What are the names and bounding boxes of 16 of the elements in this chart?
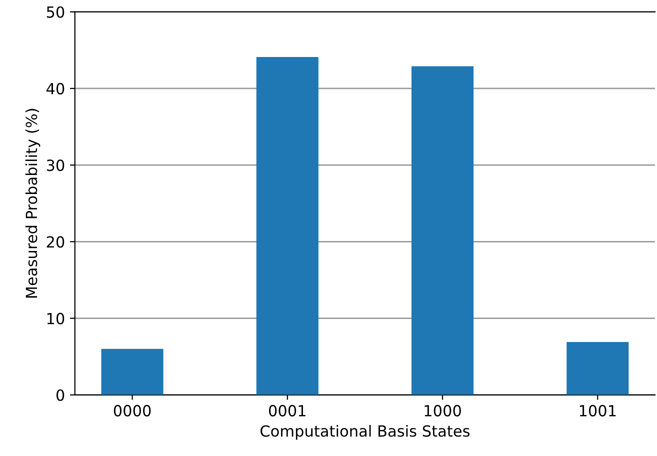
x-axis-title: Computational Basis States xyxy=(260,424,470,440)
y-tick-label: 20 xyxy=(46,236,64,248)
y-tick-label: 50 xyxy=(46,6,64,18)
y-tick-label: 40 xyxy=(46,82,64,94)
bar xyxy=(101,348,164,395)
bar xyxy=(256,57,318,395)
bar xyxy=(566,342,629,395)
x-tick-label: 1001 xyxy=(580,404,616,416)
x-tick-label: 0001 xyxy=(268,404,306,416)
y-tick-label: 0 xyxy=(56,389,64,401)
x-tick-label: 1000 xyxy=(424,404,461,416)
bar xyxy=(412,66,474,395)
y-tick-label: 10 xyxy=(47,312,64,324)
y-tick-label: 30 xyxy=(46,160,64,172)
y-axis-title: Measured Probability (%) xyxy=(25,108,40,298)
x-tick-label: 0000 xyxy=(114,404,151,416)
